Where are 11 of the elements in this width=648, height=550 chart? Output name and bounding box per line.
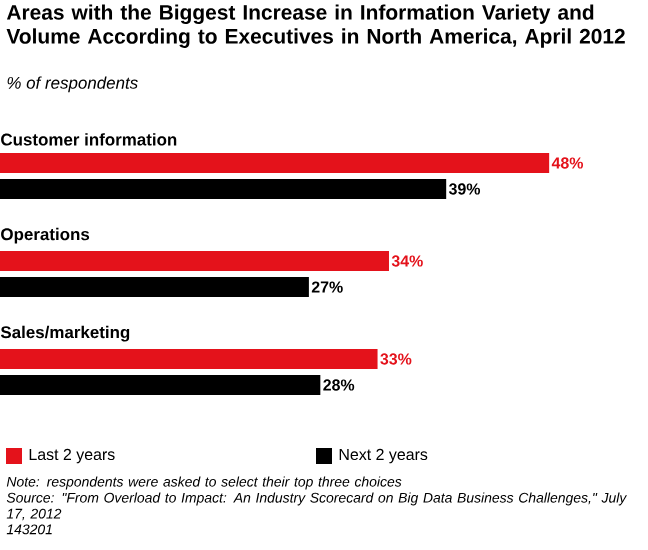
- bar: [0, 152, 550, 173]
- y-tick-label: Operations: [1, 227, 90, 244]
- y-tick-label: Customer information: [1, 133, 177, 146]
- bar: [0, 349, 378, 369]
- bar: [0, 178, 447, 199]
- y-tick-label: Sales/marketing: [0, 325, 130, 342]
- bar: [0, 250, 389, 271]
- bar: [0, 375, 321, 395]
- chart-title: Areas with the Biggest Increase in Information Variety and Volume According to Executives in North America, April 2012: [6, 4, 625, 48]
- chart-subtitle: % of respondents: [7, 76, 138, 93]
- bar: [0, 277, 309, 297]
